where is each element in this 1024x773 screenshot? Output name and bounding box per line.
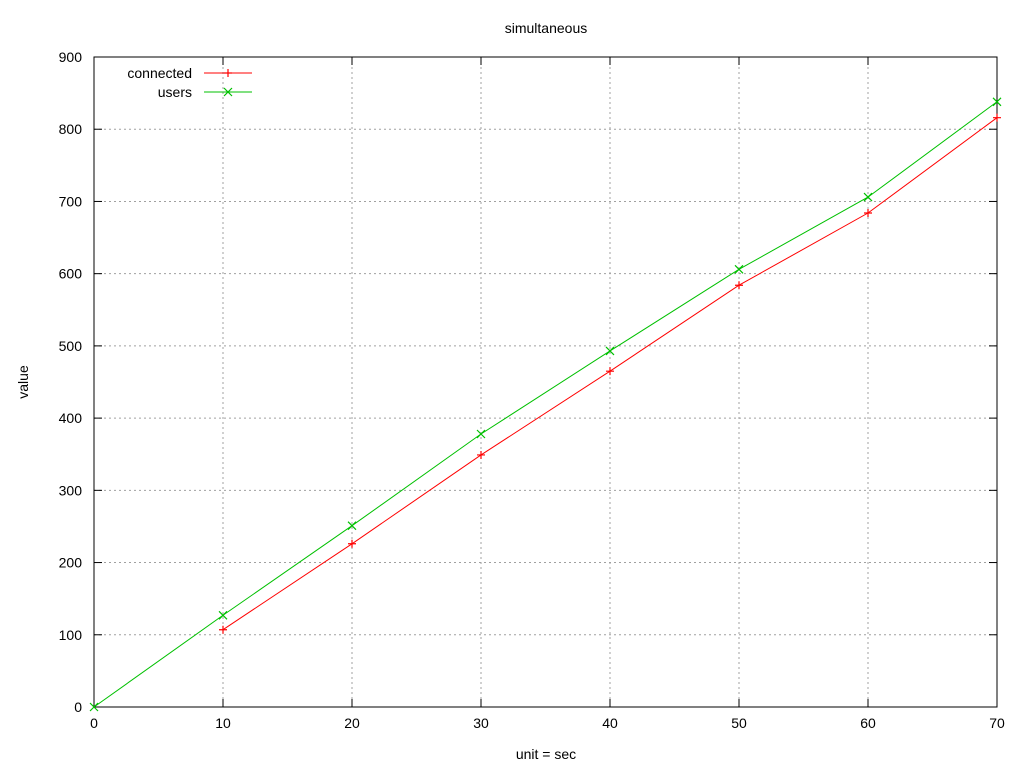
series-line-users xyxy=(93,101,998,708)
series-users xyxy=(89,97,1002,712)
data-point-connected xyxy=(864,209,872,217)
data-point-connected xyxy=(735,281,743,290)
data-point-users xyxy=(992,97,1002,107)
data-point-users xyxy=(89,702,99,712)
ticks: 0 10 20 30 40 50 60 700100200300400500600700800… xyxy=(59,49,1005,731)
data-point-users xyxy=(605,346,615,356)
data-point-users xyxy=(218,610,228,620)
series-group xyxy=(89,97,1002,712)
data-point-connected xyxy=(477,450,485,459)
legend-marker-connected xyxy=(224,69,232,77)
y-tick-label: 500 xyxy=(59,338,83,354)
data-point-users xyxy=(734,264,744,274)
plot-frame xyxy=(93,56,998,708)
legend-label-users: users xyxy=(158,84,192,100)
x-axis-label: unit = sec xyxy=(516,746,576,762)
y-tick-label: 100 xyxy=(59,627,83,643)
y-tick-label: 700 xyxy=(59,193,83,209)
data-point-connected xyxy=(219,625,227,634)
x-tick-label: 50 xyxy=(731,715,747,731)
data-point-users xyxy=(476,429,486,439)
y-tick-label: 200 xyxy=(59,555,83,571)
grid xyxy=(94,57,997,707)
legend-marker-users xyxy=(223,87,233,97)
y-axis-label: value xyxy=(15,365,31,399)
data-point-connected xyxy=(606,367,614,376)
y-tick-label: 800 xyxy=(59,121,83,137)
y-tick-label: 900 xyxy=(59,49,83,65)
x-tick-label: 0 xyxy=(90,715,98,731)
x-tick-label: 70 xyxy=(989,715,1005,731)
data-point-connected xyxy=(993,113,1001,122)
x-tick-label: 20 xyxy=(344,715,360,731)
x-tick-label: 60 xyxy=(860,715,876,731)
x-tick-label: 40 xyxy=(602,715,618,731)
legend-label-connected: connected xyxy=(127,65,192,81)
y-tick-label: 0 xyxy=(74,699,82,715)
y-tick-label: 400 xyxy=(59,410,83,426)
x-tick-label: 10 xyxy=(215,715,231,731)
y-tick-label: 600 xyxy=(59,266,83,282)
chart-title: simultaneous xyxy=(505,20,588,36)
data-point-connected xyxy=(348,539,356,548)
y-tick-label: 300 xyxy=(59,482,83,498)
data-point-users xyxy=(347,521,357,531)
data-point-users xyxy=(863,192,873,202)
legend: connected users xyxy=(127,65,252,100)
x-tick-label: 30 xyxy=(473,715,489,731)
series-connected xyxy=(219,113,1001,634)
